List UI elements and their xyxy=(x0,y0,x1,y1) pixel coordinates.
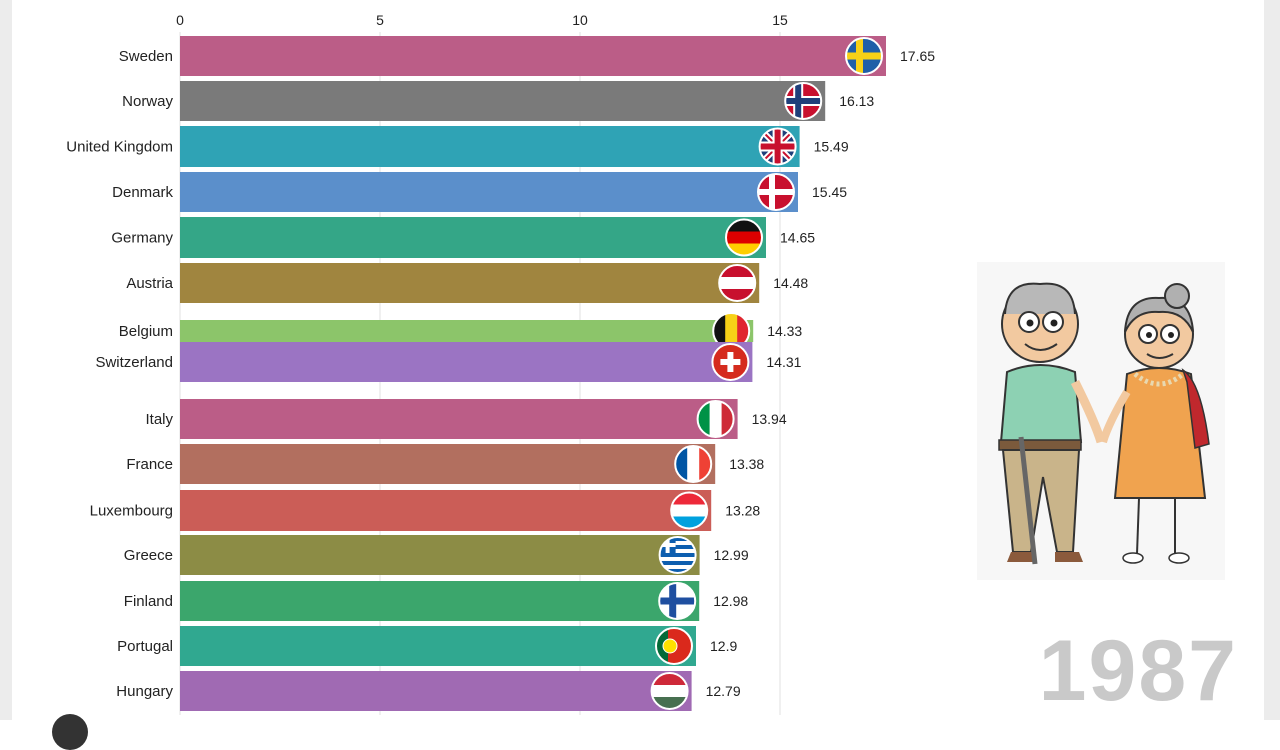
flag-united-kingdom-icon xyxy=(758,127,797,166)
bar-group-italy: Italy 13.94 xyxy=(145,399,787,439)
value-label: 16.13 xyxy=(839,93,874,109)
bar xyxy=(180,581,700,621)
category-label: Portugal xyxy=(117,638,173,655)
bar xyxy=(180,399,738,439)
flag-sweden-icon xyxy=(845,37,883,75)
category-label: Belgium xyxy=(119,323,173,340)
flag-italy-icon xyxy=(696,400,735,438)
bar xyxy=(180,36,886,76)
value-label: 12.79 xyxy=(706,683,741,699)
category-label: Greece xyxy=(124,547,173,564)
category-label: Denmark xyxy=(112,184,173,201)
flag-luxembourg-icon xyxy=(670,491,709,530)
x-tick-label: 0 xyxy=(176,12,184,28)
category-label: Norway xyxy=(122,93,173,110)
bar xyxy=(180,320,754,342)
flag-norway-icon xyxy=(784,82,823,120)
bar-chart: 0 5 10 15 Sweden 17.65 Norway 16.13 United King… xyxy=(66,12,935,715)
flag-denmark-icon xyxy=(757,173,795,211)
flag-austria-icon xyxy=(718,264,757,302)
value-label: 17.65 xyxy=(900,48,935,64)
bar-group-portugal: Portugal 12.9 xyxy=(117,626,737,666)
value-label: 13.28 xyxy=(725,503,760,519)
bar-group-norway: Norway 16.13 xyxy=(122,81,874,121)
value-label: 12.9 xyxy=(710,638,737,654)
category-label: Hungary xyxy=(116,683,173,700)
elderly-woman-figure xyxy=(1099,283,1210,564)
category-label: Germany xyxy=(111,230,173,247)
bar-group-germany: Germany 14.65 xyxy=(111,217,815,258)
bar xyxy=(180,535,700,575)
bar-group-sweden: Sweden 17.65 xyxy=(119,36,935,76)
category-label: Sweden xyxy=(119,48,173,65)
corner-logo-mark xyxy=(52,714,88,750)
flag-belgium-icon xyxy=(712,312,751,350)
bar-group-united-kingdom: United Kingdom 15.49 xyxy=(66,126,849,167)
bar xyxy=(180,81,826,121)
value-label: 12.98 xyxy=(713,593,748,609)
category-label: Austria xyxy=(126,275,173,292)
value-label: 14.65 xyxy=(780,230,815,246)
x-tick-label: 5 xyxy=(376,12,384,28)
bar-group-luxembourg: Luxembourg 13.28 xyxy=(90,490,760,531)
value-label: 14.48 xyxy=(773,275,808,291)
x-tick-label: 10 xyxy=(572,12,588,28)
bar-group-austria: Austria 14.48 xyxy=(126,263,808,303)
flag-germany-icon xyxy=(725,218,763,257)
value-label: 14.33 xyxy=(767,323,802,339)
bar-group-belgium: Belgium 14.33 xyxy=(119,312,802,350)
right-edge-strip xyxy=(1264,0,1280,720)
x-tick-label: 15 xyxy=(772,12,788,28)
value-label: 13.94 xyxy=(752,411,787,427)
bar xyxy=(180,626,696,666)
category-label: Switzerland xyxy=(95,354,173,371)
value-label: 13.38 xyxy=(729,456,764,472)
value-label: 14.31 xyxy=(766,354,801,370)
category-label: France xyxy=(126,456,173,473)
flag-greece-icon xyxy=(658,536,697,574)
bar xyxy=(180,217,766,258)
bar xyxy=(180,444,716,484)
elderly-couple-illustration xyxy=(977,262,1225,580)
bar-group-france: France 13.38 xyxy=(126,444,764,484)
bar-group-finland: Finland 12.98 xyxy=(124,581,748,621)
bar-group-denmark: Denmark 15.45 xyxy=(112,172,847,212)
bar-group-switzerland: Switzerland 14.31 xyxy=(95,342,802,382)
value-label: 15.49 xyxy=(814,139,849,155)
flag-switzerland-icon xyxy=(711,343,750,381)
value-label: 15.45 xyxy=(812,184,847,200)
bar xyxy=(180,342,753,382)
left-edge-strip xyxy=(0,0,12,720)
flag-france-icon xyxy=(674,445,713,483)
category-label: Italy xyxy=(145,411,173,428)
bar-group-greece: Greece 12.99 xyxy=(124,535,749,575)
category-label: Finland xyxy=(124,593,173,610)
flag-hungary-icon xyxy=(650,672,689,710)
bar xyxy=(180,263,760,303)
bar xyxy=(180,671,692,711)
bar xyxy=(180,490,712,531)
elderly-man-figure xyxy=(998,282,1106,565)
flag-finland-icon xyxy=(658,582,697,620)
bar xyxy=(180,172,798,212)
value-label: 12.99 xyxy=(714,547,749,563)
category-label: Luxembourg xyxy=(90,503,173,520)
category-label: United Kingdom xyxy=(66,139,173,156)
bar xyxy=(180,126,800,167)
bar-group-hungary: Hungary 12.79 xyxy=(116,671,741,711)
flag-portugal-icon xyxy=(655,627,693,665)
year-label: 1987 xyxy=(1038,623,1238,719)
